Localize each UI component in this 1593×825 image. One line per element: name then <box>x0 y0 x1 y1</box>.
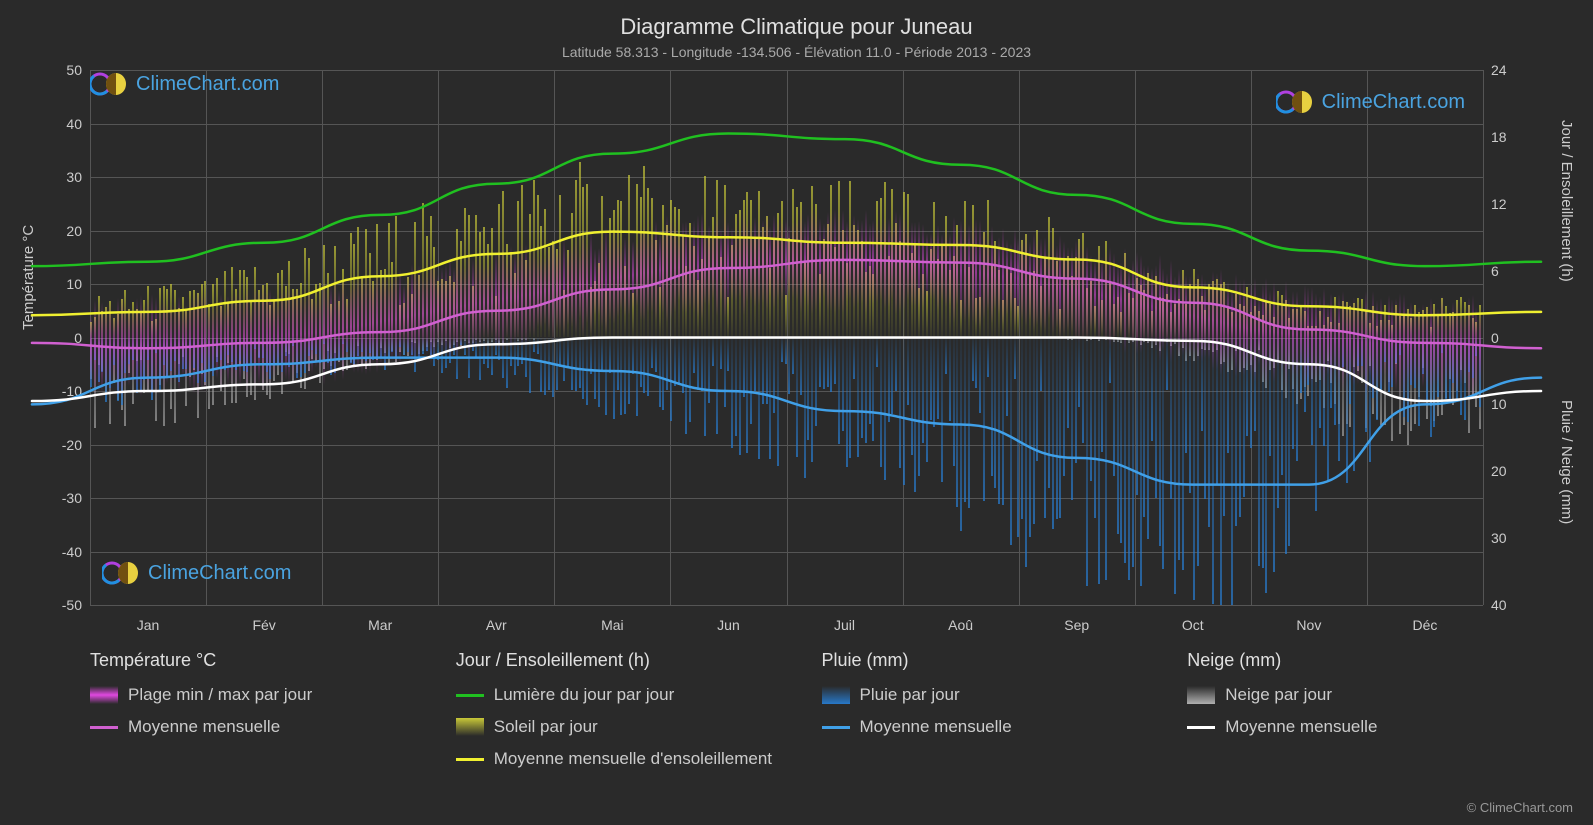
legend-rain-header: Pluie (mm) <box>822 650 1168 671</box>
ytick-right-top: 6 <box>1491 263 1531 279</box>
ytick-left: -20 <box>42 437 82 453</box>
legend-day-header: Jour / Ensoleillement (h) <box>456 650 802 671</box>
xtick-month: Oct <box>1182 617 1204 633</box>
xtick-month: Avr <box>486 617 507 633</box>
ytick-right-top: 0 <box>1491 330 1531 346</box>
xtick-month: Juil <box>834 617 855 633</box>
climecart-logo: ClimeChart.com <box>90 70 279 98</box>
legend-temp-header: Température °C <box>90 650 436 671</box>
xtick-month: Mai <box>601 617 624 633</box>
chart-plot-area: -50-40-30-20-100102030405006121824102030… <box>90 70 1483 605</box>
y-axis-right-top-label: Jour / Ensoleillement (h) <box>1558 120 1575 282</box>
copyright-text: © ClimeChart.com <box>1467 800 1573 815</box>
legend-snow-header: Neige (mm) <box>1187 650 1533 671</box>
legend-rain-bars: Pluie par jour <box>822 685 1168 705</box>
legend-daylight: Lumière du jour par jour <box>456 685 802 705</box>
ytick-right-top: 18 <box>1491 129 1531 145</box>
ytick-left: 30 <box>42 169 82 185</box>
xtick-month: Jun <box>717 617 740 633</box>
ytick-left: -30 <box>42 490 82 506</box>
xtick-month: Mar <box>368 617 392 633</box>
ytick-left: -40 <box>42 544 82 560</box>
legend-temp-range: Plage min / max par jour <box>90 685 436 705</box>
ytick-right-bot: 40 <box>1491 597 1531 613</box>
legend-snow-avg: Moyenne mensuelle <box>1187 717 1533 737</box>
ytick-right-bot: 20 <box>1491 463 1531 479</box>
climecart-logo: ClimeChart.com <box>1276 88 1465 116</box>
xtick-month: Nov <box>1296 617 1321 633</box>
legend-temp-avg: Moyenne mensuelle <box>90 717 436 737</box>
xtick-month: Jan <box>137 617 160 633</box>
ytick-right-bot: 10 <box>1491 396 1531 412</box>
climecart-logo: ClimeChart.com <box>102 559 291 587</box>
ytick-left: 20 <box>42 223 82 239</box>
ytick-right-bot: 30 <box>1491 530 1531 546</box>
chart-subtitle: Latitude 58.313 - Longitude -134.506 - É… <box>0 40 1593 60</box>
xtick-month: Fév <box>252 617 275 633</box>
ytick-left: 40 <box>42 116 82 132</box>
ytick-left: 10 <box>42 276 82 292</box>
legend-rain-avg: Moyenne mensuelle <box>822 717 1168 737</box>
xtick-month: Déc <box>1413 617 1438 633</box>
legend: Température °C Plage min / max par jour … <box>90 650 1533 769</box>
legend-sun-avg: Moyenne mensuelle d'ensoleillement <box>456 749 802 769</box>
xtick-month: Sep <box>1064 617 1089 633</box>
y-axis-right-bot-label: Pluie / Neige (mm) <box>1558 400 1575 524</box>
xtick-month: Aoû <box>948 617 973 633</box>
legend-sun-bars: Soleil par jour <box>456 717 802 737</box>
ytick-left: 50 <box>42 62 82 78</box>
ytick-left: -50 <box>42 597 82 613</box>
ytick-right-top: 12 <box>1491 196 1531 212</box>
chart-title: Diagramme Climatique pour Juneau <box>0 0 1593 40</box>
legend-snow-bars: Neige par jour <box>1187 685 1533 705</box>
ytick-right-top: 24 <box>1491 62 1531 78</box>
